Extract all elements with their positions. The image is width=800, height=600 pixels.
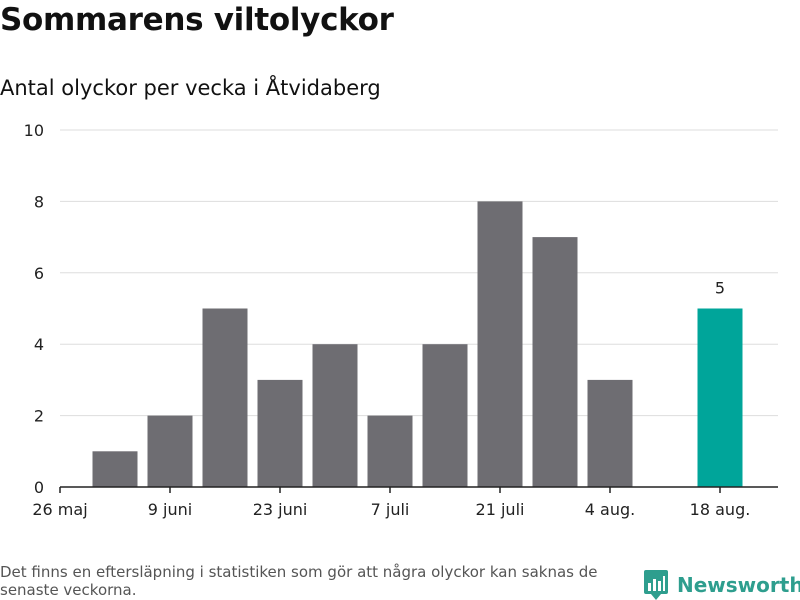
bar-7-juli <box>367 415 413 487</box>
bar-28-juli <box>532 237 578 487</box>
y-tick-label: 8 <box>34 192 44 211</box>
bar-30-juni <box>312 344 358 487</box>
x-tick-label: 26 maj <box>32 500 87 519</box>
y-tick-label: 4 <box>34 335 44 354</box>
bar-2-juni <box>92 451 138 487</box>
x-tick-label: 21 juli <box>476 500 525 519</box>
x-tick-label: 18 aug. <box>690 500 751 519</box>
x-tick-label: 7 juli <box>371 500 410 519</box>
bars <box>92 201 743 487</box>
gridlines <box>60 129 778 417</box>
x-axis <box>59 486 778 493</box>
y-tick-label: 2 <box>34 407 44 426</box>
bar-18-aug- <box>697 308 743 487</box>
chart-subtitle: Antal olyckor per vecka i Åtvidaberg <box>0 76 381 100</box>
footnote: Det finns en eftersläpning i statistiken… <box>0 563 598 599</box>
data-label: 5 <box>715 279 725 298</box>
bar-21-juli <box>477 201 523 487</box>
x-tick-label: 9 juni <box>148 500 192 519</box>
x-tick-label: 23 juni <box>253 500 308 519</box>
bar-4-aug- <box>587 379 633 487</box>
newsworthy-logo-icon <box>644 570 668 600</box>
y-tick-label: 0 <box>34 478 44 497</box>
bar-chart: 0 2 4 6 8 10 26 maj 9 juni 23 juni 7 juli 21 juli 4… <box>24 121 778 519</box>
bar-9-juni <box>147 415 193 487</box>
y-tick-label: 6 <box>34 264 44 283</box>
chart-title: Sommarens viltolyckor <box>0 2 394 38</box>
x-tick-label: 4 aug. <box>585 500 635 519</box>
brand-name: Newsworthy <box>677 573 800 597</box>
brand-logo: Newsworthy <box>644 570 800 600</box>
bar-14-juli <box>422 344 468 487</box>
bar-16-juni <box>202 308 248 487</box>
y-tick-label: 10 <box>24 121 44 140</box>
labels: 0 2 4 6 8 10 26 maj 9 juni 23 juni 7 juli 21 juli 4… <box>24 121 751 519</box>
bar-23-juni <box>257 379 303 487</box>
